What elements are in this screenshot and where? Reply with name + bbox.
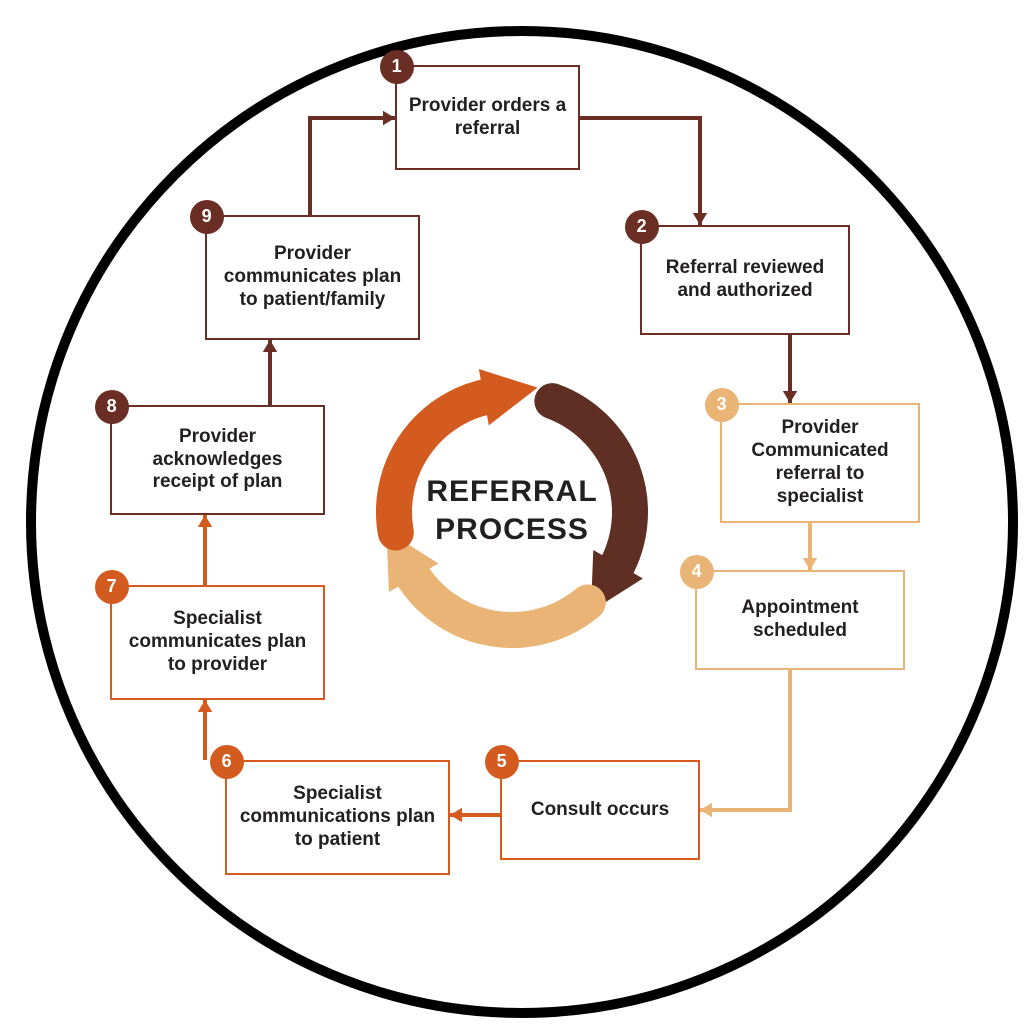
process-step: Appointment scheduled	[695, 570, 905, 670]
step-number-badge: 4	[680, 555, 714, 589]
process-step: Specialist communications plan to patien…	[225, 760, 450, 875]
process-step-label: Consult occurs	[531, 799, 669, 822]
process-step-label: Provider acknowledges receipt of plan	[122, 426, 313, 494]
process-step: Provider communicates plan to patient/fa…	[205, 215, 420, 340]
diagram-stage: REFERRAL PROCESS Provider orders a refer…	[0, 0, 1024, 1024]
process-step: Specialist communicates plan to provider	[110, 585, 325, 700]
center-title-line2: PROCESS	[392, 511, 632, 549]
process-step-label: Referral reviewed and authorized	[652, 257, 838, 303]
step-number-badge: 7	[95, 570, 129, 604]
step-number-badge: 8	[95, 390, 129, 424]
center-title: REFERRAL PROCESS	[392, 473, 632, 548]
step-number-badge: 5	[485, 745, 519, 779]
process-step-label: Provider Communicated referral to specia…	[732, 417, 908, 508]
step-number-badge: 1	[380, 50, 414, 84]
process-step: Provider orders a referral	[395, 65, 580, 170]
step-number-badge: 9	[190, 200, 224, 234]
step-number-badge: 6	[210, 745, 244, 779]
process-step: Referral reviewed and authorized	[640, 225, 850, 335]
process-step-label: Specialist communicates plan to provider	[122, 608, 313, 676]
process-step: Consult occurs	[500, 760, 700, 860]
process-step-label: Provider orders a referral	[407, 95, 568, 141]
center-title-line1: REFERRAL	[392, 473, 632, 511]
process-step: Provider Communicated referral to specia…	[720, 403, 920, 523]
process-step-label: Appointment scheduled	[707, 597, 893, 643]
process-step-label: Provider communicates plan to patient/fa…	[217, 243, 408, 311]
step-number-badge: 3	[705, 388, 739, 422]
process-step: Provider acknowledges receipt of plan	[110, 405, 325, 515]
process-step-label: Specialist communications plan to patien…	[237, 783, 438, 851]
step-number-badge: 2	[625, 210, 659, 244]
